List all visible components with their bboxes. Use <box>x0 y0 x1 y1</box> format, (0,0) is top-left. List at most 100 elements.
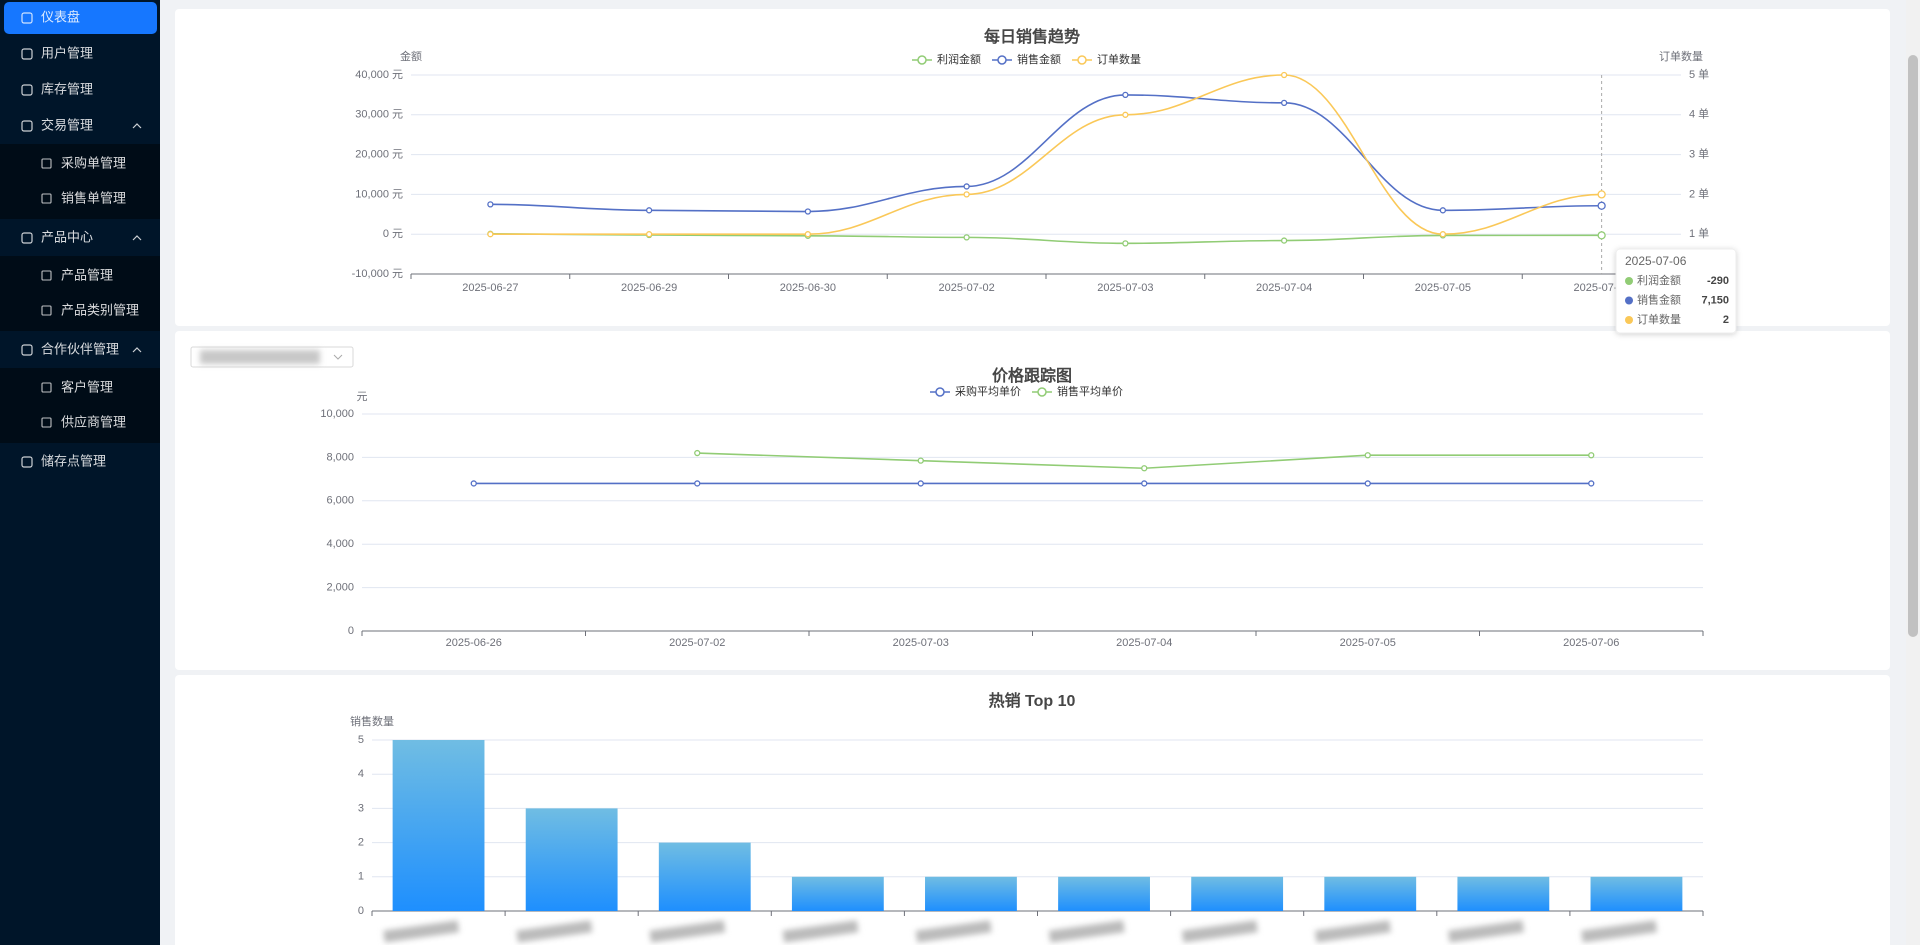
select[interactable] <box>190 346 354 368</box>
redacted-label <box>1448 920 1524 943</box>
x-tick-label: 2025-07-04 <box>1116 637 1172 649</box>
data-point <box>694 480 701 487</box>
submenu-item[interactable]: 销售单管理 <box>61 190 126 205</box>
data-point <box>804 231 812 238</box>
bar[interactable] <box>1058 876 1150 911</box>
y-tick-label: 20,000 元 <box>355 149 403 161</box>
y2-tick-label: 5 单 <box>1689 68 1709 81</box>
menu-icon <box>41 193 52 204</box>
menu-item[interactable]: 交易管理 <box>41 117 93 132</box>
submenu-item[interactable]: 产品管理 <box>61 267 113 282</box>
x-tick-label: 2025-06-26 <box>446 637 502 649</box>
bar[interactable] <box>925 876 1017 911</box>
x-tick-label: 2025-07-04 <box>1256 282 1312 294</box>
submenu-item[interactable]: 采购单管理 <box>61 155 126 170</box>
data-point <box>1597 190 1606 199</box>
data-point <box>470 480 477 487</box>
menu-arrow <box>132 235 142 241</box>
data-point <box>917 480 924 487</box>
data-point <box>1439 231 1447 238</box>
y-axis-name: 元 <box>357 391 368 403</box>
menu-icon <box>41 158 52 169</box>
menu-icon <box>21 456 33 468</box>
y-tick-label: 2,000 <box>326 582 354 594</box>
legend-label[interactable]: 订单数量 <box>1097 53 1141 66</box>
redacted-label <box>649 920 726 943</box>
legend-label[interactable]: 利润金额 <box>937 52 981 66</box>
bar[interactable] <box>392 740 485 911</box>
y-tick-label: 1 <box>358 871 364 883</box>
submenu-bg <box>0 144 160 219</box>
data-point <box>1364 452 1371 459</box>
tooltip-value: 2 <box>1723 314 1729 326</box>
menu-icon <box>21 84 33 96</box>
menu-icon <box>21 344 33 356</box>
submenu-item[interactable]: 产品类别管理 <box>61 302 139 317</box>
panel <box>175 9 1890 326</box>
tooltip-name: 销售金额 <box>1637 292 1681 306</box>
data-point <box>1122 111 1129 118</box>
data-point <box>804 208 812 215</box>
menu-item[interactable]: 库存管理 <box>41 81 93 96</box>
scrollbar-thumb[interactable] <box>1908 55 1918 637</box>
data-point <box>487 231 494 238</box>
tooltip-value: -290 <box>1707 275 1729 287</box>
x-tick-label: 2025-07-05 <box>1340 637 1396 649</box>
series-line <box>490 74 1602 236</box>
menu-item[interactable]: 合作伙伴管理 <box>41 341 119 356</box>
bar[interactable] <box>658 842 751 911</box>
y-tick-label: 5 <box>358 734 364 746</box>
data-point <box>645 207 653 214</box>
bar[interactable] <box>1590 876 1683 911</box>
x-tick-label: 2025-06-30 <box>780 282 836 294</box>
y-tick-label: 0 <box>348 625 354 637</box>
bar[interactable] <box>1457 876 1550 911</box>
menu-item[interactable]: 储存点管理 <box>41 453 106 468</box>
x-tick-label: 2025-07-03 <box>1097 282 1153 294</box>
data-point <box>1597 201 1606 210</box>
menu-icon <box>21 12 33 24</box>
menu-icon <box>21 120 33 132</box>
legend-label[interactable]: 采购平均单价 <box>955 384 1021 398</box>
menu-icon <box>41 417 52 428</box>
menu-icon <box>21 48 33 60</box>
y-tick-label: 6,000 <box>326 495 354 507</box>
legend-marker <box>1037 387 1047 397</box>
menu-icon <box>21 232 33 244</box>
y-tick-label: 4,000 <box>326 538 354 550</box>
menu-item[interactable]: 产品中心 <box>41 229 93 244</box>
sidebar <box>0 0 160 945</box>
tooltip-title: 2025-07-06 <box>1625 254 1687 268</box>
bar[interactable] <box>791 876 884 911</box>
y-tick-label: 40,000 元 <box>355 69 403 81</box>
bar[interactable] <box>1191 876 1284 911</box>
tooltip-dot <box>1625 296 1633 305</box>
y-tick-label: 3 <box>358 802 364 814</box>
submenu-item[interactable]: 供应商管理 <box>61 414 126 429</box>
y2-axis-name: 订单数量 <box>1659 50 1703 63</box>
y-tick-label: 4 <box>358 768 364 780</box>
legend-label[interactable]: 销售平均单价 <box>1057 384 1123 398</box>
legend-marker <box>1077 55 1087 65</box>
legend-label[interactable]: 销售金额 <box>1017 52 1061 66</box>
y-tick-label: 10,000 <box>320 408 354 420</box>
legend-marker <box>935 387 945 397</box>
chart-title: 每日销售趋势 <box>984 27 1080 46</box>
menu-icon <box>41 270 52 281</box>
data-point <box>1597 231 1606 240</box>
data-point <box>645 231 653 238</box>
chart-title: 热销 Top 10 <box>989 691 1076 710</box>
menu-item[interactable]: 用户管理 <box>41 45 93 60</box>
bar[interactable] <box>1324 876 1417 911</box>
tooltip-name: 订单数量 <box>1637 313 1681 326</box>
submenu-item[interactable]: 客户管理 <box>61 379 113 394</box>
data-point <box>1280 99 1288 107</box>
series-line <box>490 94 1602 213</box>
y-tick-label: 10,000 元 <box>355 188 403 200</box>
bar[interactable] <box>525 808 618 911</box>
y2-tick-label: 3 单 <box>1689 148 1709 161</box>
redacted-label <box>383 920 460 943</box>
menu-item[interactable]: 仪表盘 <box>41 9 80 24</box>
data-point <box>963 234 970 241</box>
